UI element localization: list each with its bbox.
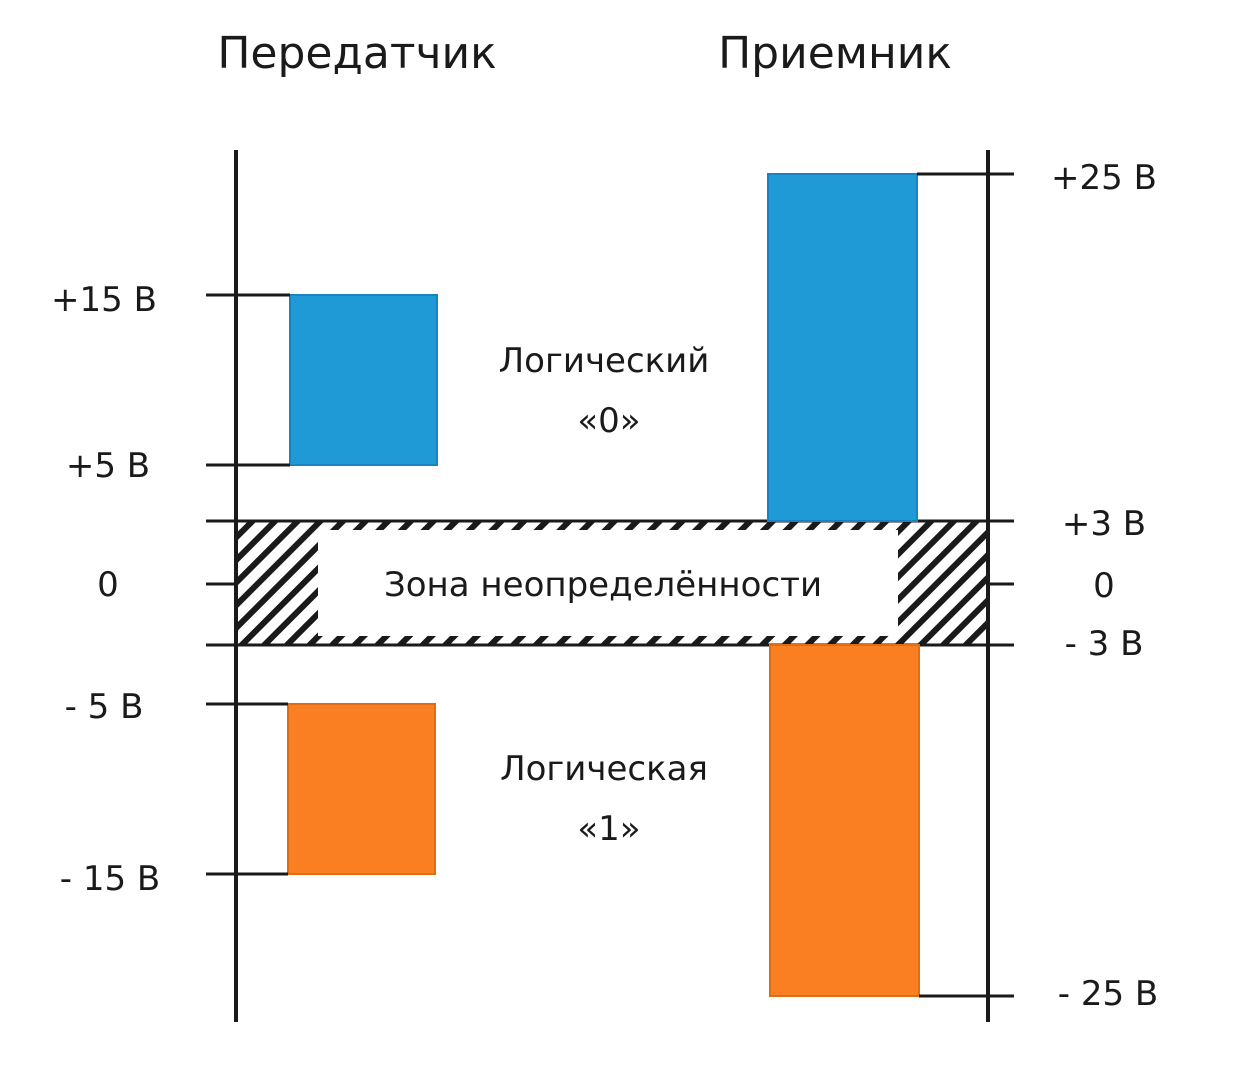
transmitter-logic-zero-bar bbox=[289, 294, 438, 466]
uncertainty-zone-label-bg bbox=[318, 530, 898, 636]
label-tx-0: 0 bbox=[97, 565, 119, 605]
receiver-logic-one-bar bbox=[769, 644, 920, 997]
logic-zero-label-line2: «0» bbox=[577, 401, 640, 441]
label-rx-p25: +25 В bbox=[1051, 158, 1157, 198]
transmitter-header: Передатчик bbox=[217, 28, 496, 79]
label-rx-p3: +3 В bbox=[1062, 504, 1146, 544]
transmitter-logic-one-bar bbox=[287, 703, 436, 875]
receiver-header: Приемник bbox=[718, 28, 952, 79]
label-rx-m25: - 25 В bbox=[1058, 974, 1158, 1014]
uncertainty-zone-label: Зона неопределённости bbox=[384, 565, 822, 605]
label-tx-p5: +5 В bbox=[66, 446, 150, 486]
label-rx-m3: - 3 В bbox=[1065, 624, 1144, 664]
label-tx-m5: - 5 В bbox=[65, 687, 144, 727]
receiver-logic-zero-bar bbox=[767, 173, 918, 522]
label-tx-p15: +15 В bbox=[51, 280, 157, 320]
logic-one-label-line2: «1» bbox=[577, 809, 640, 849]
label-rx-0: 0 bbox=[1093, 566, 1115, 606]
logic-one-label-line1: Логическая bbox=[500, 749, 708, 789]
label-tx-m15: - 15 В bbox=[60, 859, 160, 899]
logic-zero-label-line1: Логический bbox=[499, 341, 710, 381]
